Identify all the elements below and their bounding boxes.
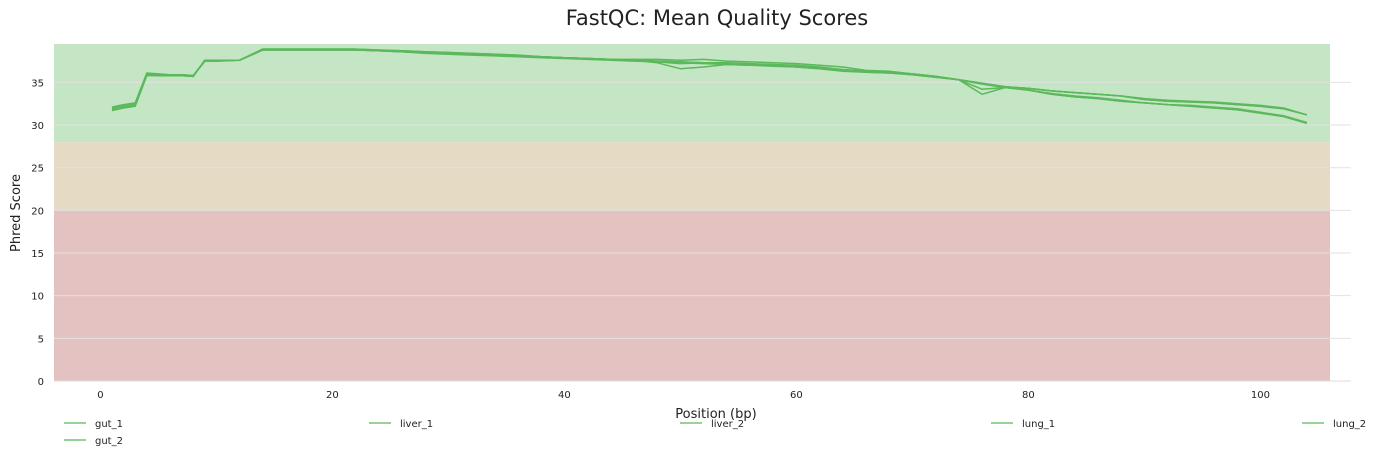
legend: gut_1 gut_2 liver_1 liver_2 lung_1 lung_2	[64, 419, 1366, 447]
x-axis-ticks: 0 20 40 60 80 100	[97, 390, 1270, 401]
x-tick-label: 20	[326, 390, 339, 401]
x-tick-label: 100	[1251, 390, 1270, 401]
good-quality-band	[54, 44, 1330, 143]
legend-label-liver_2[interactable]: liver_2	[711, 419, 744, 430]
x-tick-label: 60	[790, 390, 803, 401]
y-tick-label: 35	[31, 78, 44, 89]
grid-lines	[54, 81, 1351, 382]
x-axis-label: Position (bp)	[675, 407, 756, 422]
legend-label-lung_1[interactable]: lung_1	[1022, 419, 1055, 430]
y-tick-label: 20	[31, 206, 44, 217]
y-tick-label: 25	[31, 164, 44, 175]
legend-label-gut_2[interactable]: gut_2	[95, 436, 123, 447]
y-tick-label: 15	[31, 249, 44, 260]
x-tick-label: 80	[1022, 390, 1035, 401]
quality-bands	[54, 44, 1330, 381]
x-tick-label: 0	[97, 390, 103, 401]
legend-label-lung_2[interactable]: lung_2	[1333, 419, 1366, 430]
series-lines	[111, 48, 1308, 125]
y-tick-label: 10	[31, 292, 44, 303]
chart-title: FastQC: Mean Quality Scores	[565, 6, 869, 30]
x-tick-label: 40	[558, 390, 571, 401]
y-axis-ticks: 0 5 10 15 20 25 30 35	[31, 78, 44, 388]
y-tick-label: 30	[31, 121, 44, 132]
series-line-lung_2[interactable]	[111, 49, 1308, 125]
y-tick-label: 5	[38, 334, 44, 345]
y-axis-label: Phred Score	[9, 174, 24, 252]
legend-label-liver_1[interactable]: liver_1	[400, 419, 433, 430]
medium-quality-band	[54, 142, 1330, 211]
legend-label-gut_1[interactable]: gut_1	[95, 419, 123, 430]
y-tick-label: 0	[38, 377, 44, 388]
